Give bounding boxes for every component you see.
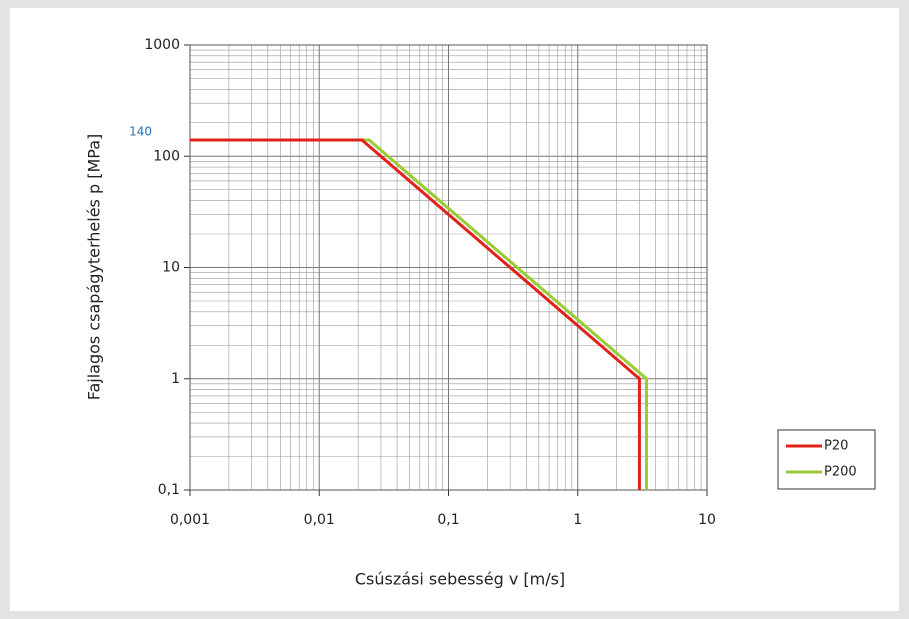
y-tick-label: 0,1	[158, 482, 180, 498]
panel	[10, 8, 899, 611]
x-tick-label: 0,001	[170, 512, 210, 528]
legend-label: P200	[824, 465, 857, 480]
legend-label: P20	[824, 439, 848, 454]
x-axis-label: Csúszási sebesség v [m/s]	[355, 570, 565, 589]
line-series	[190, 138, 641, 490]
y-tick-label: 1	[171, 371, 180, 387]
y-axis-label: Fajlagos csapágyterhelés p [MPa]	[85, 134, 104, 401]
x-tick-label: 0,1	[437, 512, 459, 528]
annotation: 140	[129, 124, 152, 138]
y-tick-label: 1000	[144, 37, 180, 53]
x-tick-label: 0,01	[304, 512, 335, 528]
legend-box	[777, 429, 876, 490]
y-tick-label: 10	[162, 260, 180, 276]
x-tick-label: 1	[573, 512, 582, 528]
plot-frame	[189, 44, 708, 491]
y-tick-label: 100	[153, 148, 180, 164]
x-tick-label: 10	[698, 512, 716, 528]
